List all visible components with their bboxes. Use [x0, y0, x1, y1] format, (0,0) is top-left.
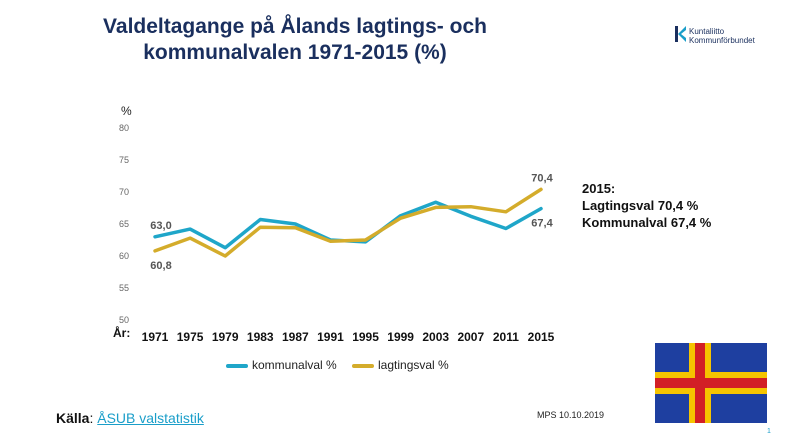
source-line: Källa: ÅSUB valstatistik [56, 410, 204, 426]
legend-swatch-kommunal [226, 363, 248, 368]
y-tick-label: 65 [119, 219, 129, 229]
y-tick-label: 55 [119, 283, 129, 293]
legend-label-kommunal: kommunalval % [252, 358, 337, 372]
y-tick-label: 80 [119, 123, 129, 133]
kuntaliitto-logo-icon [675, 26, 686, 42]
note-line-lagting: Lagtingsval 70,4 % [582, 198, 699, 213]
x-tick-label: 2007 [457, 330, 484, 344]
legend-label-lagting: lagtingsval % [378, 358, 449, 372]
note-heading: 2015: [582, 181, 616, 196]
x-tick-label: 1971 [142, 330, 169, 344]
y-tick-label: 70 [119, 187, 129, 197]
x-tick-label: 2015 [528, 330, 555, 344]
series-lines [153, 187, 543, 258]
x-tick-label: 1991 [317, 330, 344, 344]
aland-flag-icon [655, 343, 767, 423]
source-link[interactable]: ÅSUB valstatistik [97, 410, 204, 426]
title-line-2: kommunalvalen 1971-2015 (%) [143, 41, 447, 64]
page-number: 1 [767, 428, 771, 435]
series-line-lagting [153, 187, 543, 258]
x-tick-label: 1979 [212, 330, 239, 344]
x-tick-label: 1975 [177, 330, 204, 344]
legend-item-lagting: lagtingsval % [352, 358, 449, 372]
y-tick-label: 75 [119, 155, 129, 165]
chart-title: Valdeltagange på Ålands lagtings- och ko… [60, 14, 530, 66]
x-tick-label: 1999 [387, 330, 414, 344]
logo-text-line-1: Kuntaliitto [689, 27, 725, 36]
note-line-kommunal: Kommunalval 67,4 % [582, 215, 712, 230]
date-stamp: MPS 10.10.2019 [537, 410, 605, 420]
x-axis-label: År: [113, 325, 130, 340]
x-tick-label: 1995 [352, 330, 379, 344]
x-tick-label: 2003 [422, 330, 449, 344]
x-tick-label: 2011 [493, 330, 519, 344]
kuntaliitto-logo: Kuntaliitto Kommunförbundet [675, 24, 775, 54]
logo-text-line-2: Kommunförbundet [689, 36, 755, 45]
data-label: 67,4 [531, 218, 553, 230]
data-label: 63,0 [150, 220, 171, 232]
data-label: 60,8 [150, 260, 171, 272]
y-tick-label: 60 [119, 251, 129, 261]
data-label: 70,4 [531, 172, 553, 184]
source-separator: : [89, 410, 98, 426]
y-tick-labels: 50 55 60 65 70 75 80 [119, 123, 129, 325]
legend-swatch-lagting [352, 363, 374, 368]
data-labels: 63,0 60,8 70,4 67,4 [150, 172, 553, 271]
x-tick-label: 1987 [282, 330, 309, 344]
title-line-1: Valdeltagange på Ålands lagtings- och [103, 15, 487, 38]
y-tick-label: 50 [119, 315, 129, 325]
x-tick-label: 1983 [247, 330, 274, 344]
legend-item-kommunal: kommunalval % [226, 358, 337, 372]
source-label: Källa [56, 410, 90, 426]
x-tick-labels: 1971 1975 1979 1983 1987 1991 1995 1999 2003 2007… [142, 330, 555, 344]
result-note: 2015: Lagtingsval 70,4 % Kommunalval 67,… [582, 180, 711, 231]
y-axis-label: % [121, 104, 132, 118]
